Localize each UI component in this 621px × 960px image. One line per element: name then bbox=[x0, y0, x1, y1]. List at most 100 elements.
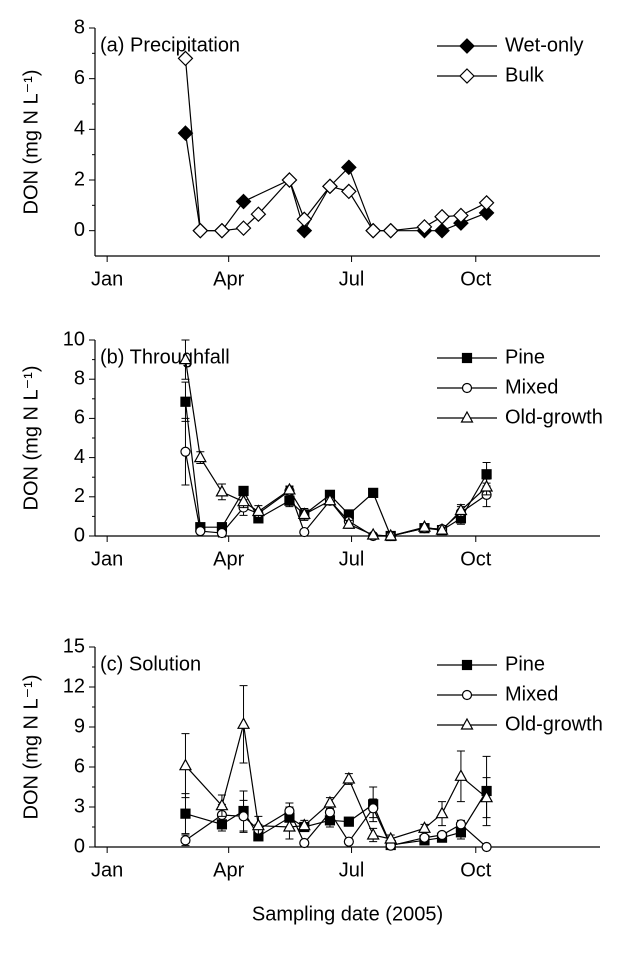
panel-title: (a) Precipitation bbox=[100, 34, 240, 56]
point bbox=[180, 396, 191, 407]
point bbox=[461, 382, 473, 394]
point bbox=[237, 717, 251, 729]
point bbox=[193, 450, 207, 463]
point bbox=[250, 206, 267, 223]
point bbox=[454, 503, 468, 516]
x-tick-label: Jan bbox=[91, 859, 123, 881]
x-tick-label: Jul bbox=[339, 859, 365, 881]
y-tick-label: 6 bbox=[74, 407, 85, 429]
point bbox=[324, 807, 336, 818]
point bbox=[368, 487, 379, 498]
x-tick-label: Oct bbox=[460, 268, 492, 290]
point bbox=[180, 808, 191, 819]
point bbox=[384, 528, 398, 541]
point bbox=[297, 818, 311, 831]
legend-label: Bulk bbox=[505, 64, 545, 86]
point bbox=[416, 219, 433, 235]
y-tick-label: 6 bbox=[74, 67, 85, 89]
point bbox=[481, 469, 492, 480]
point bbox=[299, 526, 310, 538]
point bbox=[216, 527, 228, 539]
point bbox=[461, 352, 473, 364]
point bbox=[341, 183, 357, 200]
point bbox=[195, 525, 206, 537]
x-tick-label: Jul bbox=[339, 268, 365, 290]
point bbox=[251, 504, 265, 517]
point bbox=[459, 38, 475, 54]
x-tick-label: Oct bbox=[460, 859, 492, 881]
x-tick-label: Apr bbox=[213, 859, 244, 881]
point bbox=[480, 479, 494, 492]
point bbox=[323, 493, 337, 506]
x-tick-label: Apr bbox=[213, 268, 244, 290]
point bbox=[460, 410, 474, 423]
y-axis-label: DON (mg N L⁻¹) bbox=[20, 675, 42, 820]
point bbox=[178, 758, 192, 771]
point bbox=[478, 194, 495, 211]
point bbox=[478, 205, 495, 221]
point bbox=[299, 837, 310, 849]
point bbox=[215, 798, 229, 811]
point bbox=[436, 829, 448, 841]
point bbox=[343, 816, 354, 827]
point bbox=[281, 172, 298, 188]
point bbox=[365, 222, 382, 239]
point bbox=[214, 222, 230, 239]
y-tick-label: 6 bbox=[74, 755, 85, 777]
point bbox=[342, 771, 356, 784]
point bbox=[341, 159, 357, 176]
y-tick-label: 10 bbox=[63, 328, 85, 350]
point bbox=[384, 831, 398, 844]
x-tick-label: Jan bbox=[91, 548, 123, 570]
series-line bbox=[184, 359, 487, 537]
point bbox=[238, 485, 249, 497]
point bbox=[297, 507, 311, 520]
panel-title: (c) Solution bbox=[100, 653, 201, 675]
point bbox=[282, 819, 296, 832]
y-axis-label: DON (mg N L⁻¹) bbox=[20, 70, 42, 215]
point bbox=[481, 841, 492, 853]
x-tick-label: Jan bbox=[91, 268, 123, 290]
panel-title: (b) Throughfall bbox=[100, 346, 230, 368]
y-tick-label: 4 bbox=[74, 118, 85, 140]
point bbox=[343, 836, 354, 847]
y-axis-label: DON (mg N L⁻¹) bbox=[20, 366, 42, 511]
point bbox=[177, 50, 194, 67]
point bbox=[251, 818, 265, 831]
point bbox=[435, 806, 449, 819]
legend-label: Mixed bbox=[505, 683, 558, 705]
y-tick-label: 9 bbox=[74, 715, 85, 737]
legend-label: Old-growth bbox=[505, 406, 603, 428]
point bbox=[480, 790, 494, 803]
point bbox=[237, 494, 251, 507]
point bbox=[323, 795, 337, 808]
point bbox=[419, 832, 430, 843]
point bbox=[434, 222, 450, 239]
point bbox=[342, 516, 356, 529]
point bbox=[368, 803, 379, 814]
point bbox=[417, 519, 431, 532]
x-tick-label: Jul bbox=[339, 548, 365, 570]
point bbox=[282, 482, 296, 495]
point bbox=[235, 220, 252, 236]
point bbox=[180, 835, 191, 846]
y-tick-label: 2 bbox=[74, 168, 85, 190]
y-tick-label: 0 bbox=[74, 524, 85, 546]
point bbox=[192, 222, 209, 239]
point bbox=[434, 208, 450, 225]
point bbox=[284, 495, 295, 506]
point bbox=[238, 811, 249, 822]
y-tick-label: 0 bbox=[74, 835, 85, 857]
legend-label: Mixed bbox=[505, 376, 558, 398]
point bbox=[366, 827, 380, 840]
point bbox=[284, 805, 295, 817]
point bbox=[459, 68, 475, 84]
point bbox=[455, 819, 467, 830]
y-tick-label: 4 bbox=[74, 446, 85, 468]
y-tick-label: 0 bbox=[74, 219, 85, 241]
point bbox=[453, 207, 469, 224]
point bbox=[382, 222, 399, 239]
y-tick-label: 3 bbox=[74, 795, 85, 817]
point bbox=[178, 352, 192, 365]
